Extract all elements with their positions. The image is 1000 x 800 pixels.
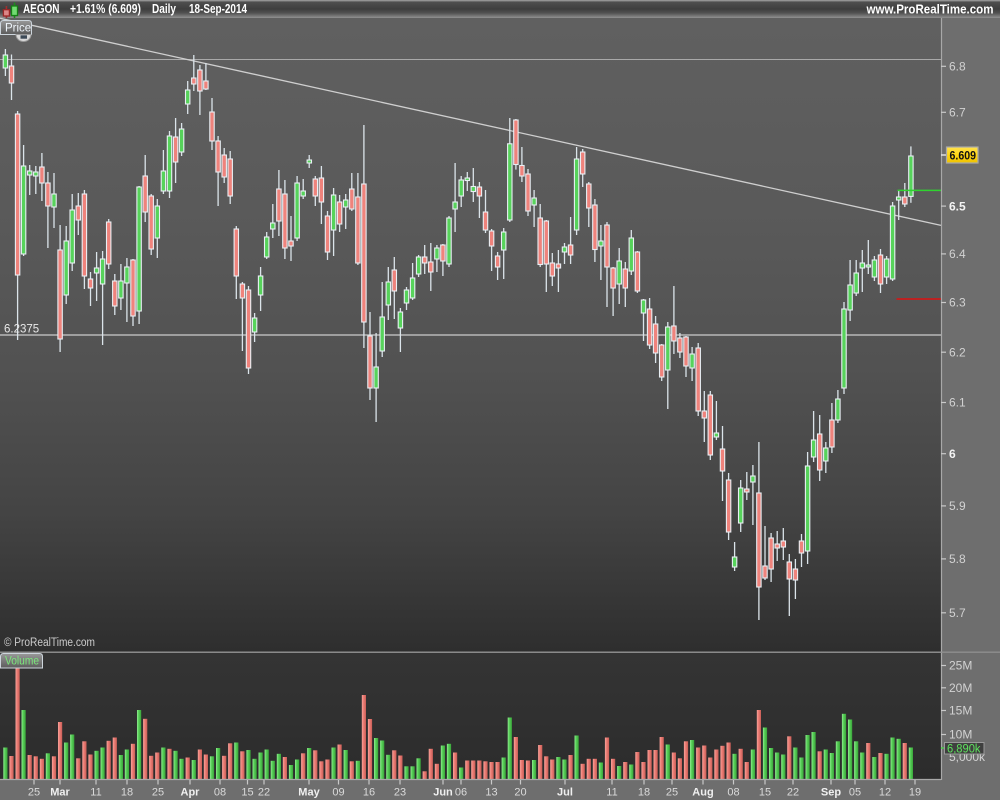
svg-text:06: 06: [455, 787, 467, 799]
svg-text:05: 05: [849, 787, 861, 799]
svg-text:11: 11: [90, 787, 101, 799]
svg-text:May: May: [298, 787, 320, 799]
svg-text:© ProRealTime.com: © ProRealTime.com: [4, 637, 95, 649]
svg-text:6.7: 6.7: [949, 106, 966, 120]
svg-text:6.2375: 6.2375: [4, 324, 39, 336]
svg-text:08: 08: [214, 787, 226, 799]
svg-text:Apr: Apr: [181, 787, 201, 799]
svg-text:6.2: 6.2: [949, 345, 966, 359]
svg-text:6.1: 6.1: [949, 396, 966, 410]
svg-text:15: 15: [241, 787, 253, 799]
svg-text:18: 18: [638, 787, 650, 799]
svg-text:25: 25: [28, 787, 40, 799]
svg-text:15: 15: [759, 787, 771, 799]
svg-text:16: 16: [363, 787, 375, 799]
svg-text:5.9: 5.9: [949, 499, 966, 513]
svg-text:15M: 15M: [949, 704, 972, 718]
svg-text:6.5: 6.5: [949, 199, 966, 213]
svg-text:Sep: Sep: [821, 787, 841, 799]
svg-text:Daily: Daily: [152, 2, 176, 16]
svg-text:13: 13: [485, 787, 497, 799]
svg-text:6,890k: 6,890k: [947, 743, 981, 755]
svg-text:22: 22: [258, 787, 270, 799]
svg-text:Mar: Mar: [50, 787, 70, 799]
svg-text:18: 18: [121, 787, 133, 799]
svg-text:Jul: Jul: [557, 787, 573, 799]
svg-text:08: 08: [727, 787, 739, 799]
svg-text:6.3: 6.3: [949, 296, 966, 310]
svg-text:22: 22: [787, 787, 799, 799]
svg-text:11: 11: [606, 787, 617, 799]
svg-text:19: 19: [909, 787, 921, 799]
svg-text:25: 25: [152, 787, 164, 799]
svg-text:23: 23: [394, 787, 406, 799]
svg-text:18-Sep-2014: 18-Sep-2014: [189, 2, 247, 16]
svg-text:6.4: 6.4: [949, 247, 966, 261]
svg-text:6.609: 6.609: [950, 149, 977, 163]
svg-text:6.8: 6.8: [949, 60, 966, 74]
svg-text:20M: 20M: [949, 681, 972, 695]
svg-text:25: 25: [666, 787, 678, 799]
svg-text:Aug: Aug: [692, 787, 713, 799]
svg-text:09: 09: [332, 787, 344, 799]
svg-text:AEGON: AEGON: [23, 2, 60, 16]
svg-text:6: 6: [949, 447, 956, 461]
svg-text:5.8: 5.8: [949, 552, 966, 566]
svg-text:+1.61% (6.609): +1.61% (6.609): [70, 2, 141, 16]
svg-text:10M: 10M: [949, 728, 972, 742]
svg-text:12: 12: [879, 787, 891, 799]
svg-text:Volume: Volume: [5, 656, 39, 668]
svg-text:25M: 25M: [949, 659, 972, 673]
svg-text:Price: Price: [5, 23, 31, 35]
svg-text:5.7: 5.7: [949, 606, 966, 620]
svg-text:Jun: Jun: [433, 787, 453, 799]
svg-text:www.ProRealTime.com: www.ProRealTime.com: [866, 2, 994, 17]
svg-text:20: 20: [514, 787, 526, 799]
